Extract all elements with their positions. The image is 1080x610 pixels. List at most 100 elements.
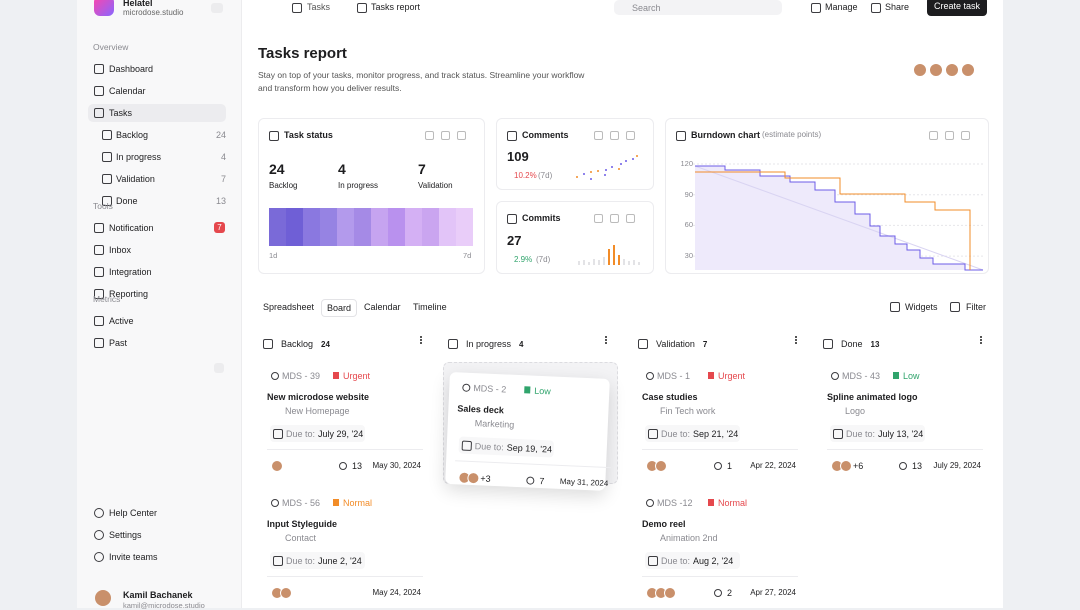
priority: Normal <box>718 498 748 508</box>
heat-cell <box>456 208 473 246</box>
nav-subitem[interactable]: Validation <box>116 174 155 184</box>
stat-label: In progress <box>338 181 379 190</box>
y-tick-label: 30 <box>684 251 693 261</box>
task-id: MDS - 56 <box>282 498 321 508</box>
bar <box>638 262 640 265</box>
nav-subitem[interactable]: Backlog <box>116 130 149 140</box>
widget <box>496 201 654 274</box>
nav-subitem[interactable]: Done <box>116 196 138 206</box>
group-label: Metrics <box>93 294 121 304</box>
icon <box>94 245 104 255</box>
tab[interactable]: Spreadsheet <box>263 302 315 312</box>
heat-cell <box>354 208 371 246</box>
icon <box>94 64 104 74</box>
icon <box>94 552 104 562</box>
nav-item[interactable]: Invite teams <box>109 552 158 562</box>
group-label: Overview <box>93 42 129 52</box>
active-bg <box>88 104 226 122</box>
nav-item[interactable]: Settings <box>109 530 142 540</box>
dot <box>611 166 613 168</box>
icon <box>462 383 471 392</box>
icon <box>507 214 517 224</box>
column-header: Done 13 <box>841 338 981 350</box>
dot <box>620 163 622 165</box>
nav-item[interactable]: Past <box>109 338 128 348</box>
task-title: New microdose website <box>267 392 370 402</box>
y-tick-label: 120 <box>680 159 693 168</box>
task-card[interactable]: MDS - 43 Low Spline animated logo Logo Due t… <box>827 365 985 475</box>
bar <box>598 260 600 265</box>
bar <box>583 260 585 265</box>
icon <box>94 338 104 348</box>
column-count: 4 <box>519 339 524 349</box>
task-card[interactable]: MDS - 39 Urgent New microdose website New H… <box>267 365 425 475</box>
tab[interactable]: Timeline <box>413 302 447 312</box>
heat-cell <box>439 208 456 246</box>
icon <box>102 152 112 162</box>
stat-value: 24 <box>269 161 285 177</box>
collapse <box>211 3 223 13</box>
tool <box>441 131 450 140</box>
nav-item[interactable]: Inbox <box>109 245 132 255</box>
avatar <box>945 63 959 77</box>
flag <box>708 499 714 506</box>
icon <box>714 589 722 597</box>
icon <box>648 429 658 439</box>
tool <box>929 131 938 140</box>
avatars <box>831 460 871 472</box>
task-id: MDS - 2 <box>473 383 507 395</box>
task-card[interactable]: MDS -12 Normal Demo reel Animation 2nd Due t… <box>642 492 800 602</box>
task-card[interactable]: MDS - 2 Low Sales deck Marketing Due to: Sep … <box>445 372 612 491</box>
column-count: 24 <box>321 339 330 349</box>
heat-cell <box>320 208 337 246</box>
tool[interactable]: Widgets <box>905 302 938 312</box>
nav-item[interactable]: Active <box>109 316 134 326</box>
nav-item[interactable]: Dashboard <box>109 64 154 74</box>
task-sub: Contact <box>285 533 317 543</box>
icon <box>339 462 347 470</box>
icon <box>507 131 517 141</box>
nav-subitem[interactable]: In progress <box>116 152 162 162</box>
divider <box>827 449 983 450</box>
icon <box>831 372 839 380</box>
nav-item[interactable]: Calendar <box>109 86 146 96</box>
action[interactable]: Manage <box>825 2 858 12</box>
icon <box>448 339 458 349</box>
tool[interactable]: Filter <box>966 302 986 312</box>
widget <box>496 118 654 190</box>
nav-item[interactable]: Integration <box>109 267 152 277</box>
crumb[interactable]: Tasks <box>307 2 331 12</box>
task-card[interactable]: MDS - 1 Urgent Case studies Fin Tech work Du… <box>642 365 800 475</box>
task-card[interactable]: MDS - 56 Normal Input Styleguide Contact Due… <box>267 492 425 602</box>
avatars <box>913 62 983 78</box>
bar <box>588 262 590 265</box>
action[interactable]: Share <box>885 2 910 12</box>
due-label: Due to: <box>474 441 505 453</box>
due-label: Due to: <box>661 556 691 566</box>
dot <box>632 158 634 160</box>
nav-item[interactable]: Reporting <box>109 289 149 299</box>
column-name: Backlog <box>281 339 314 349</box>
flag <box>708 372 714 379</box>
avatar <box>95 590 111 606</box>
due-box <box>645 425 740 442</box>
primary-button[interactable]: Create task <box>927 0 988 16</box>
extra-count: +6 <box>853 461 864 471</box>
crumb: Tasks report <box>371 2 421 12</box>
tab[interactable]: Calendar <box>364 302 401 312</box>
nav-count: 24 <box>215 130 226 140</box>
comment-count: 2 <box>727 588 733 598</box>
stat-value: 7 <box>418 161 426 177</box>
icon <box>526 476 535 485</box>
tab[interactable]: Board <box>321 299 358 317</box>
task-date: May 31, 2024 <box>559 476 609 489</box>
due: Due to: Sep 21, '24 <box>661 429 781 440</box>
badge: 7 <box>214 222 225 233</box>
flag <box>893 372 899 379</box>
search[interactable]: Search <box>632 3 661 13</box>
nav-item[interactable]: Tasks <box>109 108 133 118</box>
nav-item[interactable]: Notification <box>109 223 154 233</box>
due-box <box>270 552 365 569</box>
nav-item[interactable]: Help Center <box>109 508 158 518</box>
